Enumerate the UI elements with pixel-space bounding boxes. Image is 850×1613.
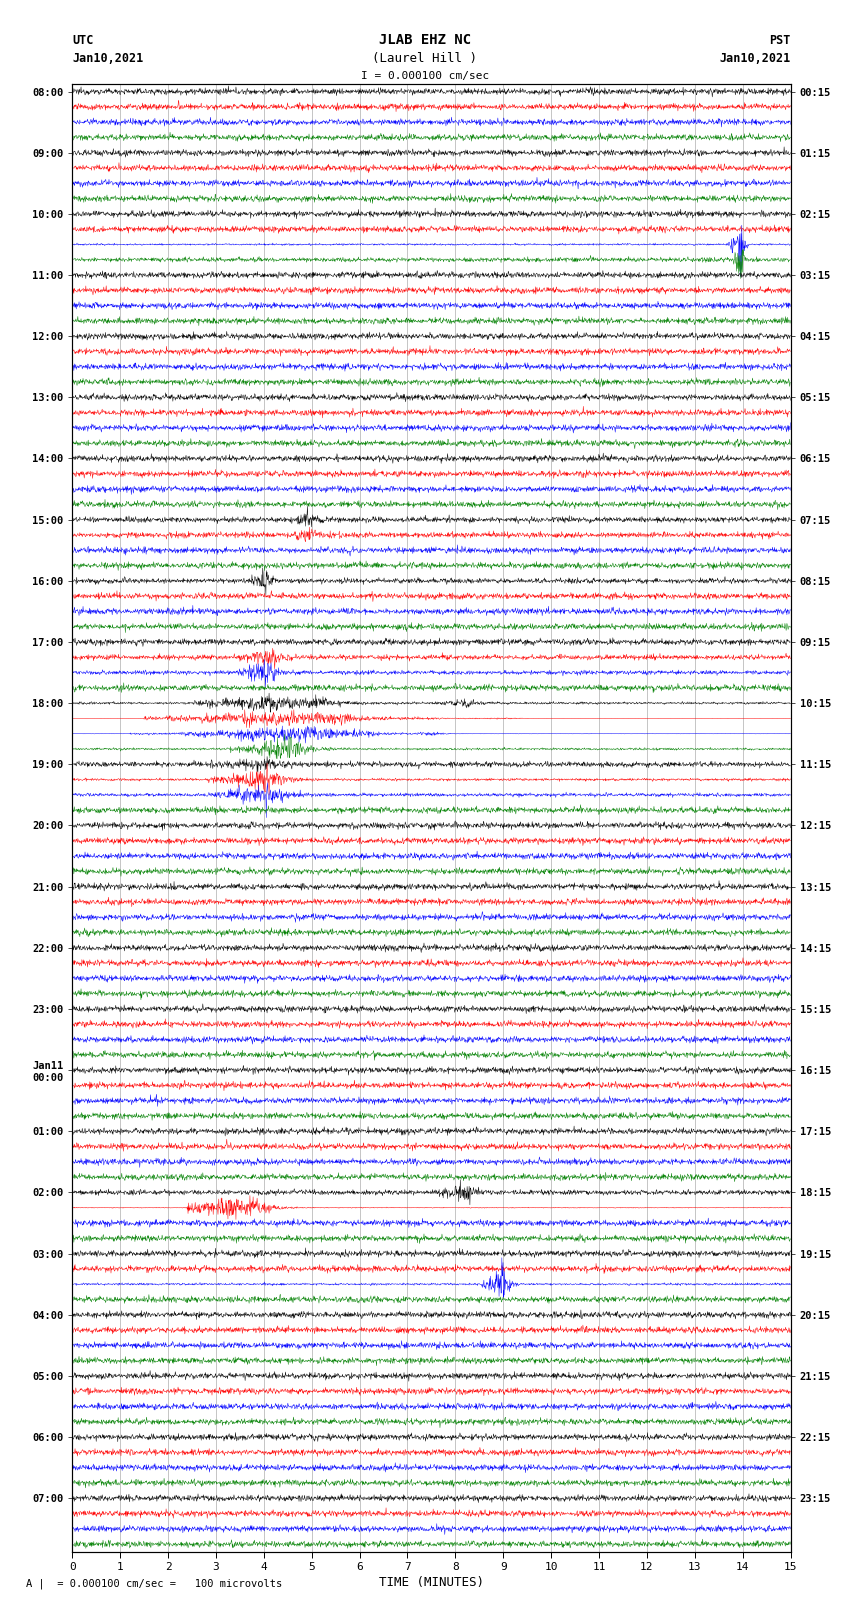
Text: Jan10,2021: Jan10,2021: [72, 52, 144, 65]
Text: A |  = 0.000100 cm/sec =   100 microvolts: A | = 0.000100 cm/sec = 100 microvolts: [26, 1579, 281, 1589]
Text: JLAB EHZ NC: JLAB EHZ NC: [379, 34, 471, 47]
Text: PST: PST: [769, 34, 790, 47]
Text: (Laurel Hill ): (Laurel Hill ): [372, 52, 478, 65]
Text: I = 0.000100 cm/sec: I = 0.000100 cm/sec: [361, 71, 489, 81]
Text: Jan10,2021: Jan10,2021: [719, 52, 791, 65]
Text: UTC: UTC: [72, 34, 94, 47]
X-axis label: TIME (MINUTES): TIME (MINUTES): [379, 1576, 484, 1589]
